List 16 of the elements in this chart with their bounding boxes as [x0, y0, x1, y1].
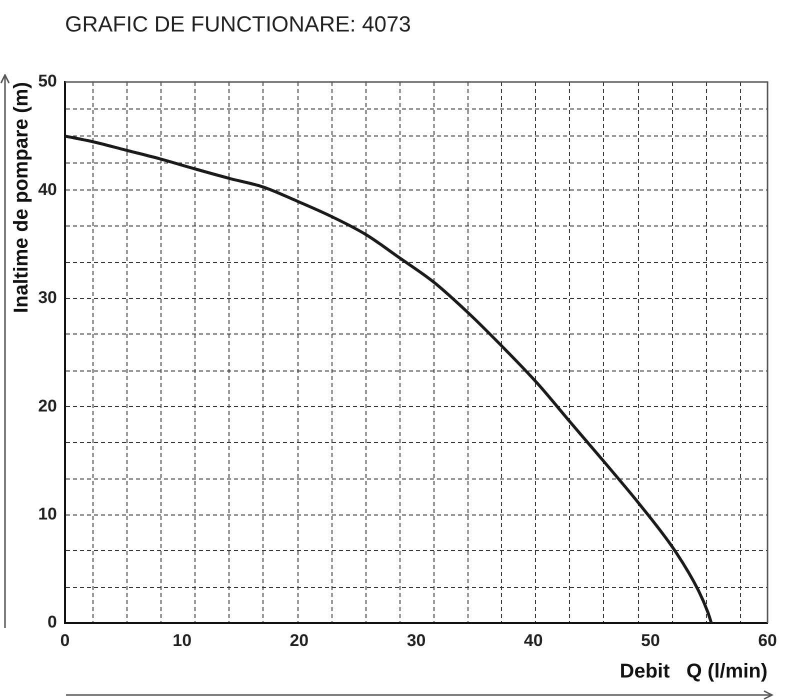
x-tick-label: 30	[406, 630, 426, 650]
y-tick-label: 10	[38, 504, 57, 524]
y-tick-label: 30	[38, 288, 57, 308]
x-tick-label: 20	[290, 630, 309, 650]
y-tick-label: 50	[38, 72, 57, 91]
y-tick-label: 20	[38, 396, 57, 416]
y-tick-label: 0	[48, 612, 57, 632]
y-tick-label: 40	[38, 180, 57, 199]
x-axis-title: Debit Q (l/min)	[620, 660, 768, 683]
chart-title: GRAFIC DE FUNCTIONARE: 4073	[65, 11, 411, 36]
x-tick-label: 0	[60, 630, 70, 650]
x-tick-label: 40	[524, 630, 543, 650]
x-tick-label: 60	[758, 630, 778, 650]
y-axis-title: Inaltime de pompare (m)	[10, 82, 33, 314]
x-tick-label: 10	[172, 630, 192, 650]
x-tick-label: 50	[640, 630, 660, 650]
